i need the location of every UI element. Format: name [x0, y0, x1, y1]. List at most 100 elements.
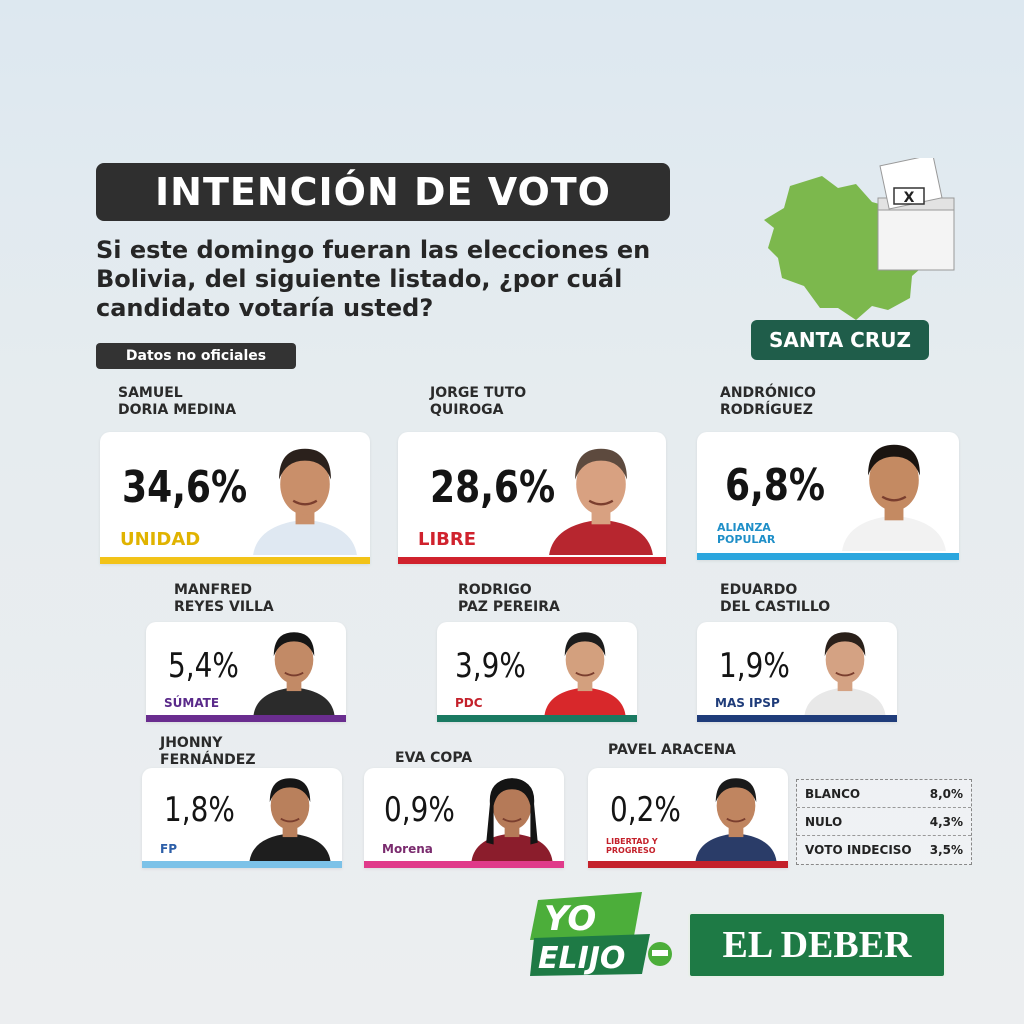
portrait-face — [280, 453, 330, 515]
results-label: VOTO INDECISO — [805, 842, 912, 857]
candidate-bar: 28,6% LIBRE — [398, 432, 666, 564]
candidate-photo — [253, 448, 357, 555]
portrait-hair — [269, 778, 311, 803]
results-row-blanco: BLANCO 8,0% — [797, 780, 971, 808]
yo-elijo-logo: YO ELIJO — [530, 892, 672, 976]
candidate-photo — [695, 778, 777, 861]
candidate-percentage: 3,9% — [455, 646, 526, 686]
portrait-long-hair — [486, 778, 538, 845]
candidate-percentage: 5,4% — [168, 646, 239, 686]
party-logo: LIBERTAD Y PROGRESO — [606, 837, 658, 856]
candidate-percentage: 6,8% — [725, 460, 826, 511]
el-deber-logo: EL DEBER — [688, 912, 946, 978]
portrait-hair — [715, 778, 757, 803]
portrait-mouth — [881, 495, 907, 502]
results-value: 4,3% — [929, 814, 963, 829]
party-color-stripe — [364, 861, 564, 868]
candidate-name: PAVEL ARACENA — [608, 742, 736, 758]
candidate-name: MANFRED REYES VILLA — [174, 582, 274, 615]
svg-text:ELIJO: ELIJO — [538, 941, 625, 976]
portrait-hair — [564, 632, 606, 657]
portrait-mouth — [575, 671, 595, 677]
portrait-body — [471, 833, 553, 861]
portrait-mouth — [835, 671, 855, 677]
party-logo: PDC — [455, 695, 483, 710]
portrait-body — [249, 833, 331, 861]
portrait-hair — [279, 448, 331, 480]
candidate-percentage: 0,2% — [610, 790, 681, 830]
portrait-face — [565, 635, 605, 684]
party-color-stripe — [398, 557, 666, 564]
party-logo: FP — [160, 841, 177, 856]
portrait-face — [716, 781, 756, 830]
bolivia-map-icon: X — [764, 158, 955, 320]
candidate-bar: 6,8% ALIANZA POPULAR — [697, 432, 959, 560]
party-logo: MAS IPSP — [715, 695, 780, 710]
portrait-face — [274, 635, 314, 684]
portrait-mouth — [284, 671, 304, 677]
candidate-percentage: 28,6% — [430, 462, 556, 513]
party-logo: ALIANZA POPULAR — [717, 520, 776, 546]
ballot-mark: X — [904, 190, 915, 206]
candidate-name: EVA COPA — [395, 750, 473, 766]
candidate-percentage: 34,6% — [122, 462, 248, 513]
portrait-mouth — [726, 817, 746, 823]
candidate-photo — [253, 632, 335, 715]
portrait-body — [804, 687, 886, 715]
svg-text:YO: YO — [544, 899, 596, 939]
candidate-photo — [804, 632, 886, 715]
portrait-face — [869, 449, 919, 511]
results-value: 8,0% — [929, 786, 963, 801]
portrait-mouth — [292, 499, 318, 506]
candidate-bar: 0,2% LIBERTAD Y PROGRESO — [588, 768, 788, 868]
portrait-face — [576, 453, 626, 515]
candidate-bar: 0,9% Morena — [364, 768, 564, 868]
party-color-stripe — [697, 553, 959, 560]
disclaimer-badge: Datos no oficiales — [96, 343, 296, 369]
candidate-bar: 1,9% MAS IPSP — [697, 622, 897, 722]
ballot-box-icon: X — [877, 158, 955, 271]
portrait-face — [270, 781, 310, 830]
party-logo: LIBRE — [418, 529, 477, 551]
candidate-bar: 5,4% SÚMATE — [146, 622, 346, 722]
party-color-stripe — [142, 861, 342, 868]
party-color-stripe — [588, 861, 788, 868]
candidate-photo — [471, 778, 553, 861]
results-label: NULO — [805, 814, 843, 829]
portrait-hair — [868, 444, 920, 476]
results-value: 3,5% — [929, 842, 963, 857]
candidate-percentage: 1,9% — [719, 646, 790, 686]
party-logo: SÚMATE — [164, 695, 220, 710]
candidate-photo — [549, 448, 653, 555]
candidate-name: SAMUEL DORIA MEDINA — [118, 385, 237, 418]
candidate-name: EDUARDO DEL CASTILLO — [720, 582, 831, 615]
party-color-stripe — [697, 715, 897, 722]
candidate-name: RODRIGO PAZ PEREIRA — [458, 582, 560, 615]
candidate-percentage: 0,9% — [384, 790, 455, 830]
candidate-bar: 34,6% UNIDAD — [100, 432, 370, 564]
portrait-mouth — [280, 817, 300, 823]
candidate-name: ANDRÓNICO RODRÍGUEZ — [720, 385, 816, 418]
results-row-indeciso: VOTO INDECISO 3,5% — [797, 836, 971, 863]
candidate-photo — [544, 632, 626, 715]
other-results-table: BLANCO 8,0% NULO 4,3% VOTO INDECISO 3,5% — [796, 779, 972, 865]
portrait-hair — [575, 448, 627, 480]
portrait-body — [253, 687, 335, 715]
party-logo: Morena — [382, 841, 433, 856]
candidate-name: JORGE TUTO QUIROGA — [430, 385, 527, 418]
portrait-body — [842, 515, 946, 551]
candidate-photo — [842, 444, 946, 551]
results-row-nulo: NULO 4,3% — [797, 808, 971, 836]
portrait-mouth — [502, 817, 522, 823]
portrait-face — [825, 635, 865, 684]
portrait-face — [492, 781, 532, 830]
portrait-body — [695, 833, 777, 861]
portrait-hair — [273, 632, 315, 657]
portrait-body — [253, 519, 357, 555]
candidate-percentage: 1,8% — [164, 790, 235, 830]
party-color-stripe — [100, 557, 370, 564]
portrait-body — [549, 519, 653, 555]
region-badge: SANTA CRUZ — [751, 320, 929, 360]
page-title: INTENCIÓN DE VOTO — [96, 163, 670, 221]
candidate-bar: 1,8% FP — [142, 768, 342, 868]
